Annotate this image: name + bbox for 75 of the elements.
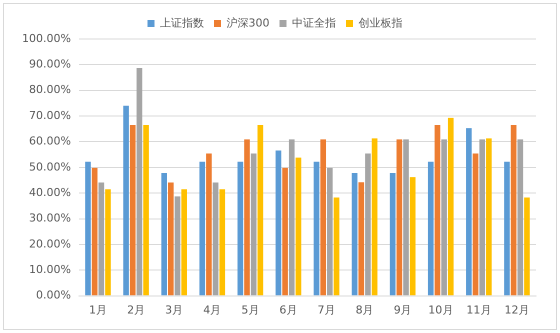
bar	[358, 182, 364, 296]
x-tick-label: 3月	[165, 303, 184, 316]
y-tick-label: 50.00%	[28, 160, 71, 174]
bar	[486, 138, 492, 296]
bar	[428, 162, 434, 296]
legend-label: 沪深300	[226, 16, 270, 30]
bar	[466, 128, 472, 296]
bar	[258, 125, 264, 296]
bar	[212, 182, 218, 296]
y-tick-label: 90.00%	[28, 58, 71, 71]
bar	[434, 125, 440, 296]
bar	[199, 162, 206, 296]
bar	[288, 139, 295, 296]
bar	[504, 162, 510, 296]
y-tick-label: 100.00%	[22, 32, 71, 45]
bar	[524, 197, 530, 296]
bar	[320, 139, 326, 296]
bar	[282, 168, 288, 296]
bar	[174, 196, 180, 296]
y-tick-label: 0.00%	[36, 288, 71, 302]
bar	[403, 139, 409, 296]
bar	[136, 68, 142, 296]
bar	[479, 139, 486, 296]
bar	[296, 158, 302, 296]
bar	[276, 150, 282, 296]
bar	[327, 168, 333, 296]
bar	[441, 139, 447, 296]
x-tick-label: 5月	[241, 303, 260, 316]
bar	[206, 154, 212, 296]
bar	[365, 154, 371, 296]
bar	[92, 168, 98, 296]
bar	[244, 139, 250, 296]
y-tick-label: 10.00%	[28, 262, 71, 276]
bar	[238, 162, 244, 296]
x-tick-label: 7月	[318, 303, 336, 316]
y-tick-label: 40.00%	[28, 186, 71, 199]
y-tick-label: 30.00%	[28, 212, 71, 225]
bar	[161, 173, 167, 296]
bar	[181, 189, 187, 296]
bar	[168, 182, 174, 296]
x-tick-label: 12月	[504, 303, 530, 316]
bar	[396, 139, 402, 296]
y-tick-label: 70.00%	[28, 108, 71, 122]
bar	[123, 106, 129, 296]
bar	[85, 162, 91, 296]
y-tick-label: 80.00%	[28, 83, 71, 96]
bar	[517, 139, 524, 296]
bar	[390, 173, 396, 296]
x-tick-label: 6月	[279, 303, 298, 316]
legend-label: 中证全指	[292, 16, 336, 30]
bar	[250, 154, 257, 296]
legend-label: 创业板指	[358, 16, 402, 30]
bar	[334, 197, 340, 296]
x-tick-label: 11月	[466, 303, 492, 316]
bar	[472, 154, 478, 296]
y-tick-label: 60.00%	[28, 134, 71, 148]
bar	[219, 189, 226, 296]
bar	[314, 162, 320, 296]
y-tick-label: 20.00%	[28, 237, 71, 250]
x-tick-label: 8月	[356, 303, 374, 316]
bar	[352, 173, 358, 296]
legend-label: 上证指数	[160, 16, 204, 30]
bar	[372, 138, 378, 296]
x-tick-label: 2月	[127, 303, 146, 316]
bar	[130, 125, 136, 296]
bar	[98, 182, 104, 296]
bar	[510, 125, 516, 296]
x-tick-label: 1月	[88, 303, 107, 316]
x-tick-label: 10月	[428, 303, 454, 316]
x-tick-label: 9月	[394, 303, 412, 316]
bar	[448, 118, 454, 296]
x-tick-label: 4月	[203, 303, 222, 316]
bar	[105, 189, 111, 296]
bar	[410, 177, 416, 296]
bar	[143, 125, 149, 296]
